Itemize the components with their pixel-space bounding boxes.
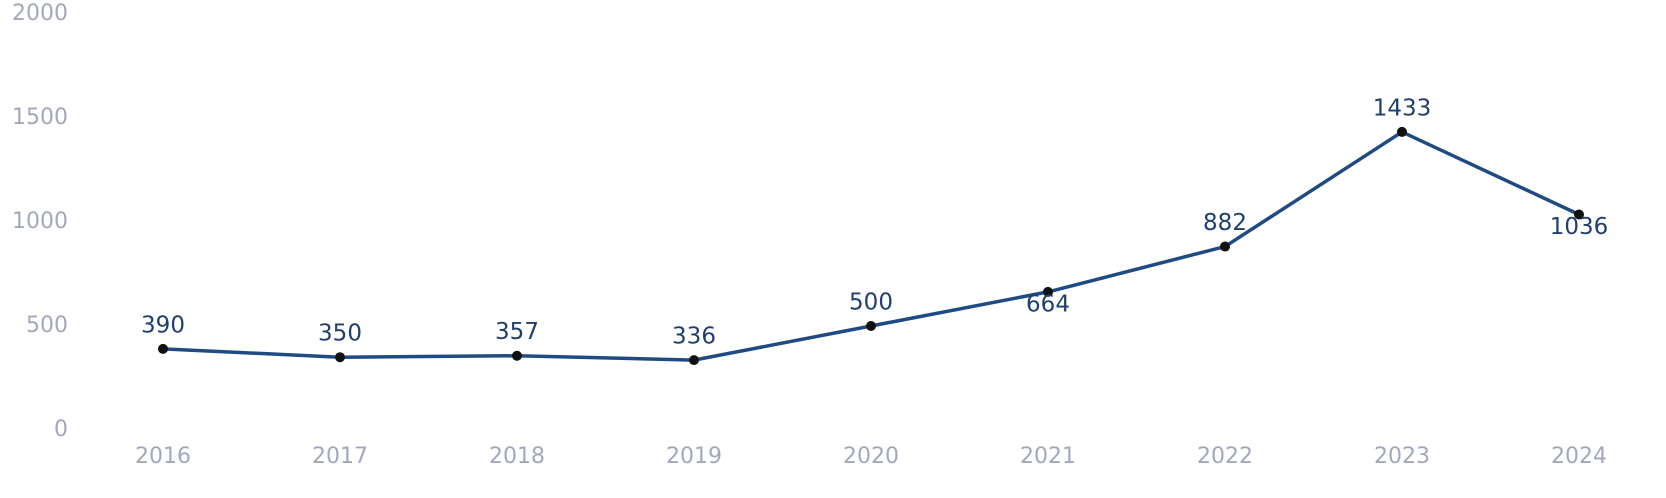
point xyxy=(158,343,168,354)
value-label: 664 xyxy=(1026,291,1070,317)
point xyxy=(1397,126,1407,137)
value-label: 357 xyxy=(495,319,539,345)
point xyxy=(1574,209,1584,220)
y-tick-label: 500 xyxy=(26,313,68,338)
x-tick-label: 2019 xyxy=(666,444,722,469)
value-label: 336 xyxy=(672,324,716,350)
value-label: 882 xyxy=(1203,210,1247,236)
x-tick-label: 2022 xyxy=(1197,444,1253,469)
value-label: 500 xyxy=(849,290,893,316)
point xyxy=(689,355,699,366)
x-tick-label: 2024 xyxy=(1551,444,1607,469)
y-tick-label: 1500 xyxy=(12,105,68,130)
x-tick-label: 2018 xyxy=(489,444,545,469)
point xyxy=(866,321,876,331)
y-tick-label: 2000 xyxy=(12,1,68,26)
point xyxy=(335,352,345,363)
x-tick-label: 2021 xyxy=(1020,444,1076,469)
point xyxy=(512,350,522,361)
point xyxy=(1220,241,1230,252)
value-label: 1036 xyxy=(1550,214,1609,240)
point xyxy=(1043,286,1053,297)
value-label: 1433 xyxy=(1373,95,1432,121)
y-tick-label: 1000 xyxy=(12,209,68,234)
value-label: 350 xyxy=(318,321,362,347)
x-tick-label: 2020 xyxy=(843,444,899,469)
y-tick-label: 0 xyxy=(54,417,68,442)
x-tick-label: 2016 xyxy=(135,444,191,469)
x-tick-label: 2017 xyxy=(312,444,368,469)
value-label: 390 xyxy=(141,312,185,338)
x-tick-label: 2023 xyxy=(1374,444,1430,469)
